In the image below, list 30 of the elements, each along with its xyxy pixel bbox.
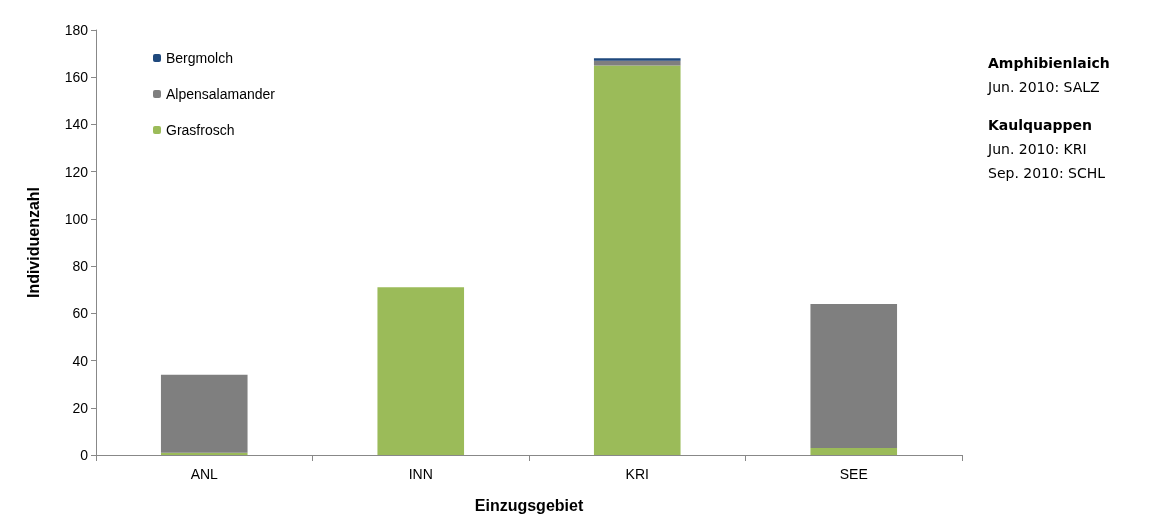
bar <box>593 65 681 455</box>
y-tick-label: 180 <box>64 22 89 38</box>
text: Amphibienlaich <box>988 55 1110 71</box>
text: Sep. 2010: SCHL <box>988 165 1106 181</box>
bar <box>593 58 681 61</box>
y-tick-label: 140 <box>64 116 89 133</box>
y-tick-label: 40 <box>72 352 89 369</box>
bar <box>377 287 465 455</box>
y-tick-label: 80 <box>72 258 89 275</box>
bar <box>810 303 898 448</box>
y-axis-title: Individuenzahl <box>24 186 42 299</box>
x-tick-label: INN <box>408 466 433 482</box>
y-tick-label: 0 <box>80 447 89 463</box>
legend-label: Bergmolch <box>166 50 233 66</box>
bar <box>810 447 898 455</box>
bar <box>160 374 248 453</box>
text: Kaulquappen <box>988 117 1093 133</box>
x-tick-label: ANL <box>190 466 219 482</box>
x-tick-label: SEE <box>839 466 868 482</box>
y-tick-label: 120 <box>64 163 89 180</box>
legend-label: Alpensalamander <box>166 86 276 102</box>
text: Jun. 2010: KRI <box>987 141 1087 157</box>
x-axis-title: Einzugsgebiet <box>474 496 584 514</box>
x-tick-label: KRI <box>625 466 649 482</box>
y-tick-label: 20 <box>72 399 89 416</box>
y-tick-label: 100 <box>64 210 89 227</box>
y-tick-label: 60 <box>72 305 89 322</box>
text: Jun. 2010: SALZ <box>987 79 1100 95</box>
y-tick-label: 160 <box>64 69 89 86</box>
legend-label: Grasfrosch <box>166 122 235 138</box>
